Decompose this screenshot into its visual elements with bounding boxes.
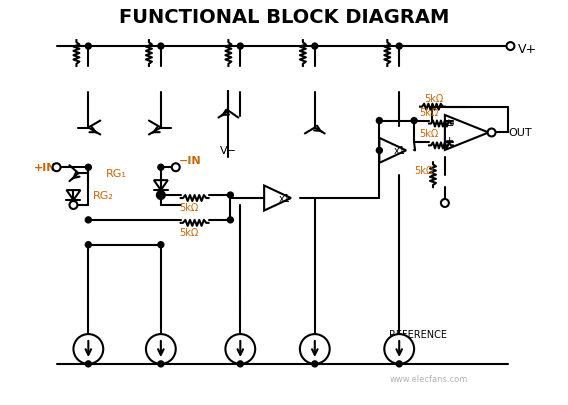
Circle shape (158, 165, 164, 171)
Text: 5kΩ: 5kΩ (179, 227, 198, 237)
Circle shape (225, 334, 255, 364)
Circle shape (507, 43, 515, 51)
Circle shape (85, 242, 91, 248)
Text: RG₂: RG₂ (93, 191, 114, 200)
Circle shape (146, 334, 176, 364)
Text: 5kΩ: 5kΩ (179, 202, 198, 213)
Text: RG₁: RG₁ (106, 169, 127, 179)
Circle shape (237, 361, 243, 367)
Circle shape (158, 361, 164, 367)
Text: 5kΩ: 5kΩ (419, 129, 438, 139)
Text: 5kΩ: 5kΩ (414, 166, 433, 176)
Text: −IN: −IN (179, 156, 201, 166)
Circle shape (487, 129, 495, 137)
Circle shape (385, 334, 414, 364)
Circle shape (73, 334, 103, 364)
Circle shape (377, 148, 382, 154)
Text: x1: x1 (279, 194, 291, 204)
Circle shape (85, 165, 91, 171)
Circle shape (227, 193, 233, 198)
Circle shape (158, 242, 164, 248)
Text: +IN: +IN (34, 163, 56, 173)
Text: V+: V+ (519, 43, 537, 55)
Circle shape (158, 44, 164, 50)
Text: OUT: OUT (508, 128, 532, 138)
Circle shape (85, 44, 91, 50)
Circle shape (411, 118, 417, 124)
Text: www.elecfans.com: www.elecfans.com (390, 374, 468, 384)
Text: +: + (445, 136, 454, 146)
Circle shape (312, 361, 318, 367)
Circle shape (396, 44, 402, 50)
Circle shape (396, 361, 402, 367)
Circle shape (172, 164, 179, 172)
Circle shape (441, 200, 449, 207)
Circle shape (300, 334, 329, 364)
Text: x1: x1 (393, 146, 405, 156)
Circle shape (237, 44, 243, 50)
Circle shape (377, 118, 382, 124)
Circle shape (85, 217, 91, 223)
Circle shape (227, 217, 233, 223)
Circle shape (85, 361, 91, 367)
Circle shape (157, 192, 165, 200)
Text: V−: V− (220, 146, 237, 156)
Text: −: − (445, 121, 454, 130)
Text: 5kΩ: 5kΩ (419, 107, 438, 117)
Circle shape (53, 164, 61, 172)
Text: REFERENCE: REFERENCE (389, 329, 447, 339)
Circle shape (69, 202, 77, 209)
Text: FUNCTIONAL BLOCK DIAGRAM: FUNCTIONAL BLOCK DIAGRAM (119, 8, 449, 27)
Circle shape (158, 193, 164, 198)
Circle shape (312, 44, 318, 50)
Text: 5kΩ: 5kΩ (424, 94, 443, 103)
